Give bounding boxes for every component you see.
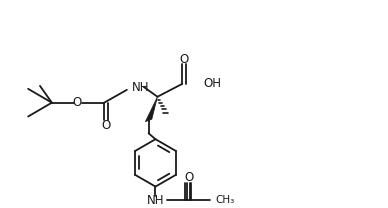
Text: OH: OH <box>203 77 221 90</box>
Text: O: O <box>72 96 81 109</box>
Text: O: O <box>180 53 189 66</box>
Polygon shape <box>146 97 158 122</box>
Text: O: O <box>102 119 111 132</box>
Text: CH₃: CH₃ <box>216 195 235 206</box>
Text: NH: NH <box>147 194 164 207</box>
Text: O: O <box>184 171 193 184</box>
Text: NH: NH <box>132 81 149 94</box>
